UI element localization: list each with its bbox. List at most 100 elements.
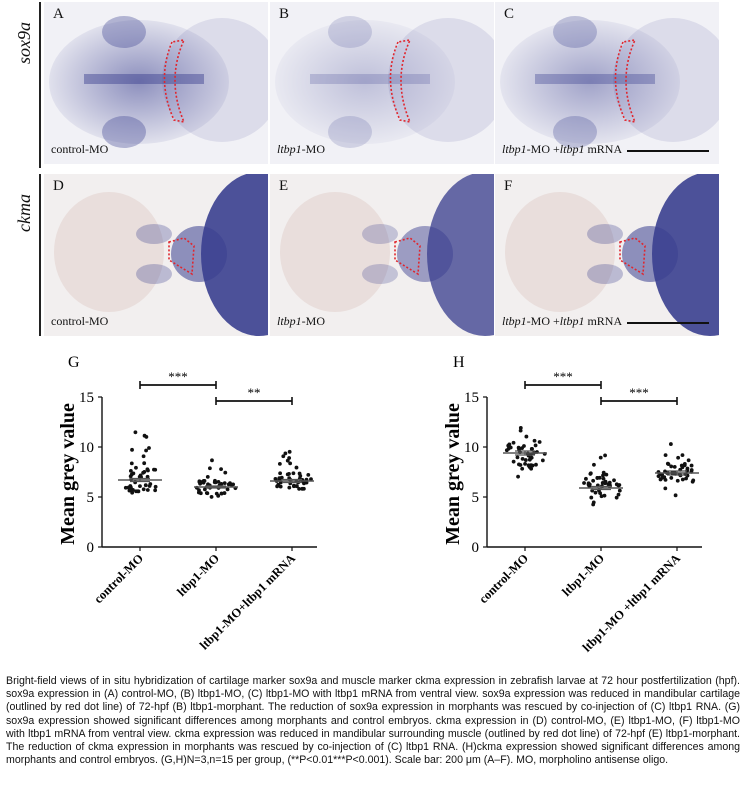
y-tick-label: 10 — [79, 440, 94, 456]
significance-label: *** — [168, 369, 188, 384]
data-point — [209, 495, 214, 499]
data-point — [288, 461, 293, 466]
data-point — [515, 455, 520, 460]
data-point — [582, 481, 586, 485]
data-point — [200, 480, 204, 484]
panel-caption-part: -MO — [301, 142, 326, 156]
data-point — [593, 490, 598, 495]
data-point — [277, 476, 282, 481]
data-point — [141, 470, 146, 475]
data-point — [309, 477, 313, 482]
significance-label: ** — [248, 385, 261, 400]
row-divider-top — [39, 2, 41, 168]
data-point — [128, 487, 132, 492]
data-point — [133, 430, 138, 435]
panel-caption: ltbp1-MO +ltbp1 mRNA — [502, 142, 622, 157]
data-point — [689, 463, 694, 468]
data-point — [673, 493, 678, 498]
data-point — [297, 471, 302, 476]
panel-caption-part: mRNA — [584, 142, 623, 156]
data-point — [231, 482, 236, 487]
panel-caption-part: control-MO — [51, 314, 109, 328]
y-tick-label: 5 — [87, 490, 95, 506]
data-point — [675, 478, 680, 483]
data-point — [226, 482, 231, 487]
data-point — [147, 446, 151, 450]
data-point — [516, 474, 520, 479]
data-point — [520, 456, 525, 461]
larva-image — [270, 2, 494, 164]
panel-caption-part: -MO — [301, 314, 326, 328]
data-point — [141, 454, 146, 459]
panel-caption-part: mRNA — [584, 314, 623, 328]
data-point — [612, 478, 616, 483]
data-point — [147, 484, 152, 488]
data-point — [518, 463, 523, 467]
panel-caption-part: ltbp1 — [277, 314, 302, 328]
panel-caption-part: ltbp1 — [502, 314, 527, 328]
larva-image — [44, 174, 268, 336]
panel-letter: B — [279, 6, 290, 22]
data-point — [680, 453, 685, 458]
data-point — [523, 461, 527, 466]
panel-caption: ltbp1-MO +ltbp1 mRNA — [502, 314, 622, 329]
data-point — [537, 440, 542, 444]
chart-panel-letter: H — [453, 354, 465, 371]
data-point — [614, 495, 619, 500]
data-point — [518, 425, 523, 430]
panel-letter: E — [279, 178, 289, 194]
data-point — [287, 472, 291, 476]
data-point — [142, 461, 147, 466]
data-point — [222, 481, 227, 486]
row-label-sox9a: sox9a — [14, 22, 34, 64]
data-point — [603, 479, 608, 484]
data-point — [534, 462, 538, 467]
y-tick-label: 15 — [464, 390, 479, 406]
data-point — [601, 470, 606, 475]
y-tick-label: 10 — [464, 440, 479, 456]
panel-letter: F — [504, 178, 513, 194]
y-tick-label: 5 — [472, 490, 480, 506]
data-point — [145, 488, 150, 492]
data-point — [591, 478, 596, 483]
data-point — [602, 493, 607, 498]
data-point — [141, 487, 146, 492]
data-point — [598, 491, 602, 496]
y-axis-label: Mean grey value — [57, 403, 79, 545]
data-point — [123, 485, 128, 490]
category-label: ltbp1-MO — [174, 551, 222, 599]
panel-letter: C — [504, 6, 515, 22]
category-label: control-MO — [476, 551, 531, 606]
panel-caption: control-MO — [51, 314, 108, 329]
data-point — [689, 468, 694, 472]
data-point — [223, 470, 228, 475]
data-point — [131, 488, 135, 492]
data-point — [663, 477, 668, 482]
data-point — [588, 471, 593, 476]
data-point — [153, 484, 158, 489]
panel-caption-part: ltbp1 — [502, 142, 527, 156]
data-point — [294, 484, 299, 489]
significance-label: *** — [553, 369, 573, 384]
data-point — [219, 491, 224, 496]
data-point — [603, 453, 607, 458]
larva-image — [44, 2, 268, 164]
data-point — [523, 458, 528, 462]
data-point — [287, 485, 292, 490]
data-point — [504, 448, 509, 453]
data-point — [526, 463, 531, 468]
data-point — [216, 493, 221, 498]
panel-caption-part: -MO + — [526, 314, 560, 328]
data-point — [143, 483, 148, 488]
figure-caption: Bright-field views of in situ hybridizat… — [6, 675, 740, 767]
scale-bar — [627, 322, 709, 324]
data-point — [524, 434, 529, 439]
larva-image — [495, 174, 719, 336]
data-point — [134, 465, 138, 470]
data-point — [686, 458, 691, 463]
data-point — [222, 491, 227, 495]
